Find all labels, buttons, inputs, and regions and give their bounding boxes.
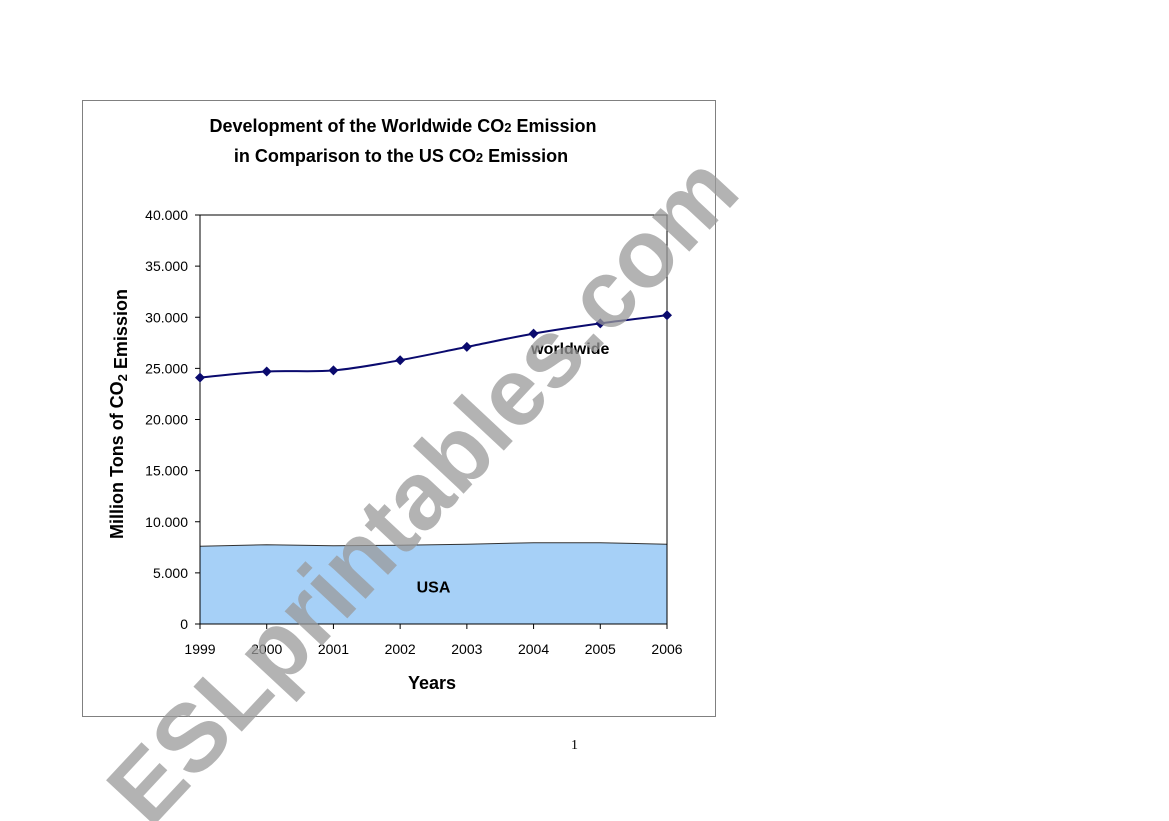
chart-svg: Development of the Worldwide CO2 Emissio… — [107, 116, 683, 693]
worldwide-point — [395, 355, 406, 366]
series-label-worldwide: worldwide — [530, 341, 609, 358]
y-tick-label: 0 — [180, 616, 188, 632]
worldwide-point — [328, 365, 339, 376]
chart-title-line-2: in Comparison to the US CO2 Emission — [234, 146, 568, 166]
worldwide-point — [461, 341, 472, 352]
x-tick-label: 2005 — [585, 641, 616, 657]
y-tick-label: 35.000 — [145, 258, 188, 274]
x-tick-label: 2006 — [651, 641, 682, 657]
x-tick-label: 2004 — [518, 641, 549, 657]
worldwide-point — [261, 366, 272, 377]
series-label-usa: USA — [417, 579, 451, 596]
y-tick-label: 30.000 — [145, 309, 188, 325]
chart-title-line-1: Development of the Worldwide CO2 Emissio… — [210, 116, 597, 136]
worldwide-line — [199, 314, 668, 379]
usa-area — [200, 542, 667, 624]
y-tick-label: 5.000 — [153, 565, 188, 581]
x-tick-label: 1999 — [184, 641, 215, 657]
x-tick-label: 2000 — [251, 641, 282, 657]
x-tick-label: 2003 — [451, 641, 482, 657]
y-axis-title: Million Tons of CO2 Emission — [107, 289, 131, 539]
y-tick-label: 40.000 — [145, 207, 188, 223]
worldwide-point — [528, 328, 539, 339]
y-tick-label: 10.000 — [145, 514, 188, 530]
y-tick-label: 20.000 — [145, 412, 188, 428]
x-tick-label: 2002 — [385, 641, 416, 657]
worldwide-point — [662, 310, 672, 321]
x-tick-label: 2001 — [318, 641, 349, 657]
usa-area-edge — [199, 542, 668, 547]
plot-area: worldwide USA — [195, 214, 672, 625]
worldwide-point — [595, 318, 606, 329]
y-tick-label: 25.000 — [145, 360, 188, 376]
chart-frame: Development of the Worldwide CO2 Emissio… — [82, 100, 716, 717]
y-tick-label: 15.000 — [145, 463, 188, 479]
x-axis-ticks: 1999 2000 2001 2002 2003 2004 2005 2006 — [184, 624, 683, 657]
worldwide-point — [195, 372, 205, 383]
page-number: 1 — [571, 738, 578, 753]
x-axis-title: Years — [408, 673, 456, 693]
y-axis-ticks: 0 5.000 10.000 15.000 20.000 25.000 30.000 35.0… — [145, 207, 200, 632]
